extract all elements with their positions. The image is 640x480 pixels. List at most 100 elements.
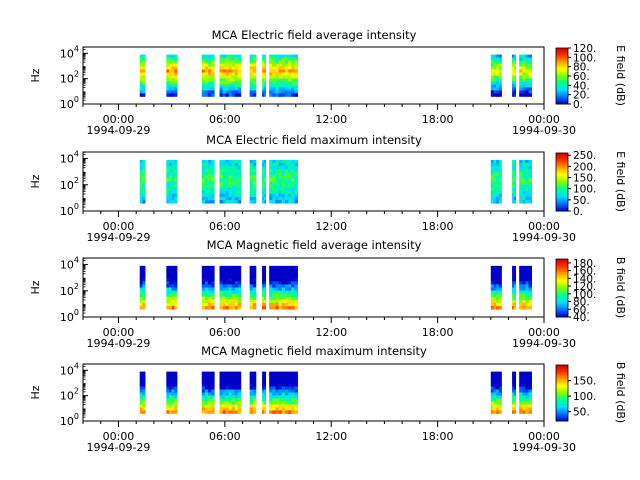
spectrogram-cell [252, 196, 257, 201]
spectrogram-cell [262, 190, 265, 195]
colorbar-cell [556, 78, 568, 81]
spectrogram-cell [142, 63, 146, 67]
spectrogram-cell [166, 265, 170, 270]
spectrogram-cell [513, 275, 517, 279]
spectrogram-cell [252, 293, 257, 298]
colorbar-cell [556, 261, 568, 264]
spectrogram-cell [211, 93, 215, 97]
spectrogram-cell [291, 401, 295, 405]
spectrogram-cell [263, 72, 267, 76]
spectrogram-cell [281, 386, 286, 390]
spectrogram-cell [211, 284, 215, 288]
spectrogram-cell [498, 293, 502, 298]
spectrogram-cell [231, 166, 236, 170]
spectrogram-cell [231, 187, 236, 192]
spectrogram-cell [493, 178, 497, 182]
spectrogram-cell [291, 193, 295, 198]
spectrogram-cell [294, 175, 298, 179]
spectrogram-cell [168, 184, 173, 189]
colorbar-tick-label: 180. [573, 258, 596, 270]
spectrogram-cell [204, 90, 209, 94]
spectrogram-cell [208, 380, 212, 384]
spectrogram-cell [234, 268, 239, 273]
spectrogram-cell [252, 75, 257, 79]
spectrogram-cell [291, 78, 295, 82]
spectrogram-cell [490, 290, 494, 295]
spectrogram-cell [288, 407, 292, 411]
spectrogram-cell [201, 178, 206, 182]
spectrogram-cell [262, 278, 265, 282]
spectrogram-cell [252, 306, 257, 310]
spectrogram-cell [288, 159, 292, 164]
spectrogram-cell [513, 410, 517, 414]
spectrogram-cell [237, 78, 242, 82]
spectrogram-cell [490, 407, 494, 411]
spectrogram-cell [493, 371, 497, 375]
colorbar-cell [556, 277, 568, 280]
spectrogram-cell [222, 178, 227, 182]
spectrogram-cell [222, 193, 227, 198]
spectrogram-cell [496, 275, 500, 279]
spectrogram-cell [522, 299, 526, 304]
spectrogram-cell [142, 371, 146, 375]
colorbar-cell [556, 286, 568, 289]
spectrogram-cell [284, 78, 289, 82]
spectrogram-cell [525, 386, 529, 390]
spectrogram-cell [228, 302, 233, 307]
spectrogram-cell [252, 377, 257, 381]
spectrogram-cell [228, 299, 233, 304]
spectrogram-cell [139, 181, 143, 185]
spectrogram-cell [496, 371, 500, 375]
spectrogram-cell [498, 175, 502, 179]
plot-frame [82, 151, 545, 212]
spectrogram-cell [252, 410, 257, 414]
spectrogram-cell [208, 374, 212, 378]
spectrogram-cell [249, 66, 254, 70]
colorbar: 40.60.80.100.120.140.160.180. B field (dB… [555, 257, 627, 324]
spectrogram-cell [231, 287, 236, 291]
spectrogram-cell [528, 278, 532, 282]
spectrogram-cell [294, 302, 298, 307]
spectrogram-cell [262, 75, 265, 79]
spectrogram-cell [512, 272, 515, 276]
spectrogram-cell [493, 75, 497, 79]
spectrogram-cell [225, 374, 230, 378]
spectrogram-cell [225, 302, 230, 307]
spectrogram-cell [237, 193, 242, 198]
spectrogram-cell [513, 87, 517, 91]
spectrogram-cell [525, 374, 529, 378]
colorbar-cell [556, 173, 568, 176]
spectrogram-cell [249, 395, 254, 399]
spectrogram-cell [211, 69, 215, 73]
spectrogram-cell [139, 290, 143, 295]
spectrogram-cell [166, 93, 170, 97]
spectrogram-cell [278, 299, 283, 304]
colorbar-cell [556, 97, 568, 99]
spectrogram-cell [512, 275, 515, 279]
x-tick-label: 12:00 [315, 113, 347, 126]
y-tick-label: 100 [60, 308, 79, 324]
spectrogram-cell [490, 187, 494, 192]
spectrogram-cell [174, 196, 178, 201]
spectrogram-cell [294, 57, 298, 61]
spectrogram-cell [142, 57, 146, 61]
spectrogram-cell [252, 178, 257, 182]
spectrogram-cell [174, 169, 178, 173]
spectrogram-cell [272, 389, 276, 393]
spectrogram-cell [294, 81, 298, 85]
spectrogram-cell [519, 159, 523, 164]
spectrogram-cell [528, 293, 532, 298]
spectrogram-cell [231, 392, 236, 396]
y-axis-label: Hz [29, 280, 42, 294]
spectrogram-cell [513, 392, 517, 396]
spectrogram-cell [288, 193, 292, 198]
spectrogram-cell [493, 306, 497, 310]
spectrogram-cell [249, 265, 254, 270]
spectrogram-cell [174, 392, 178, 396]
x-tick-label: 00:00 [103, 326, 135, 339]
spectrogram-cell [528, 287, 532, 291]
colorbar-cell [556, 270, 568, 273]
spectrogram-cell [222, 284, 227, 288]
spectrogram-cell [171, 278, 175, 282]
spectrogram-cell [513, 401, 517, 405]
